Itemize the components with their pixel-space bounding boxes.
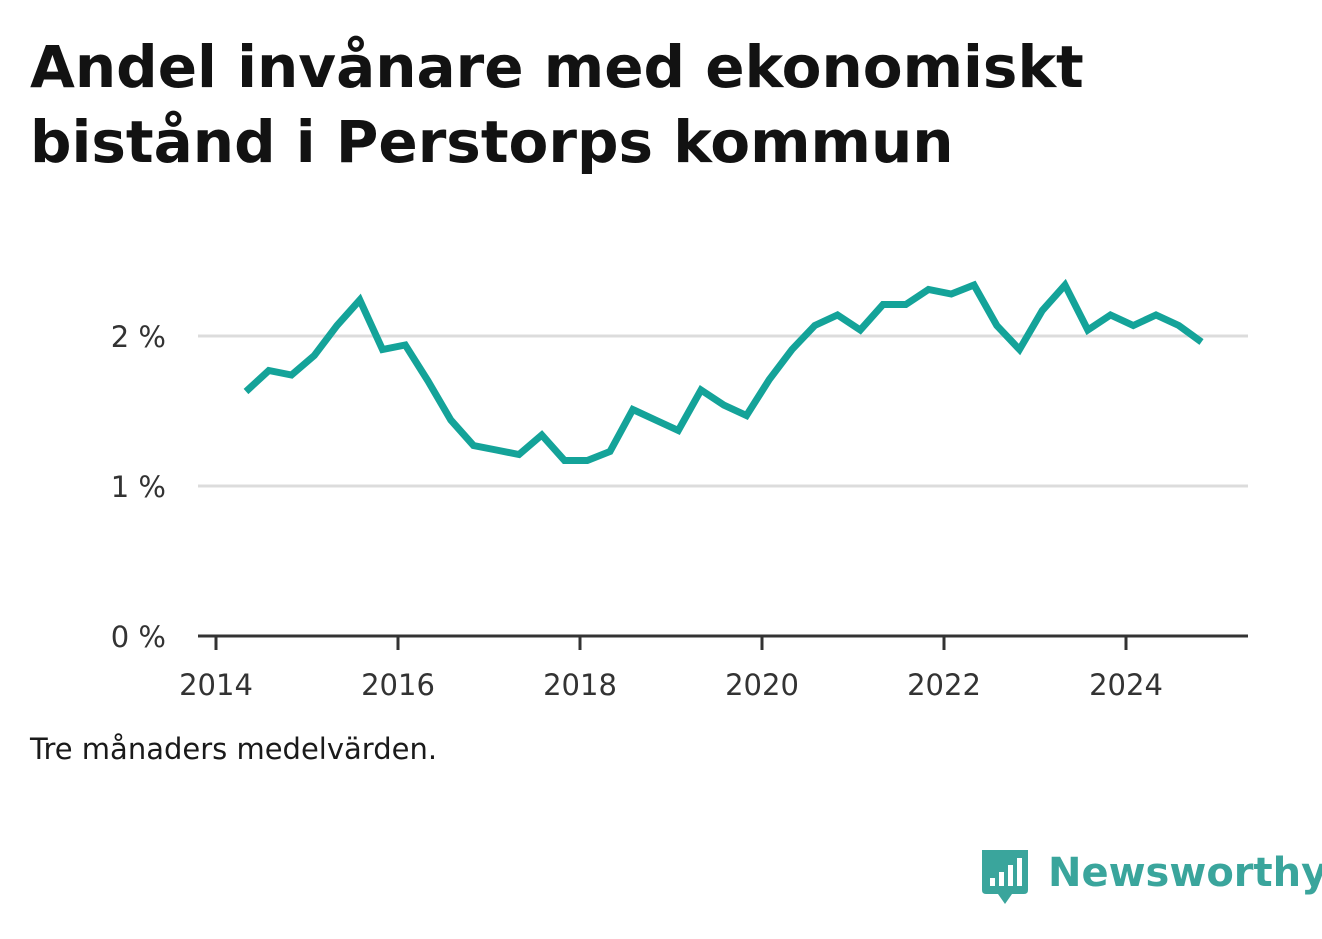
chart-title: Andel invånare med ekonomiskt bistånd i …	[30, 33, 1084, 176]
x-tick-label: 2022	[907, 668, 981, 702]
x-tick-label: 2020	[725, 668, 799, 702]
series-layer	[243, 278, 1204, 464]
chart-footnote: Tre månaders medelvärden.	[30, 732, 438, 766]
x-tick-label: 2018	[543, 668, 617, 702]
bar-chart-speech-bubble-icon	[982, 850, 1028, 904]
x-tick-label: 2014	[179, 668, 253, 702]
axes: 0 % 1 % 2 % 2014 2016 2018 2020 2022 2024	[111, 320, 1248, 702]
brand-name: Newsworthy	[1048, 850, 1322, 896]
y-tick-label: 1 %	[111, 470, 166, 504]
x-tick-label: 2016	[361, 668, 435, 702]
y-tick-label: 0 %	[111, 620, 166, 654]
x-tick-label: 2024	[1089, 668, 1163, 702]
series-line	[243, 278, 1204, 464]
y-tick-label: 2 %	[111, 320, 166, 354]
gridlines	[198, 334, 1248, 488]
